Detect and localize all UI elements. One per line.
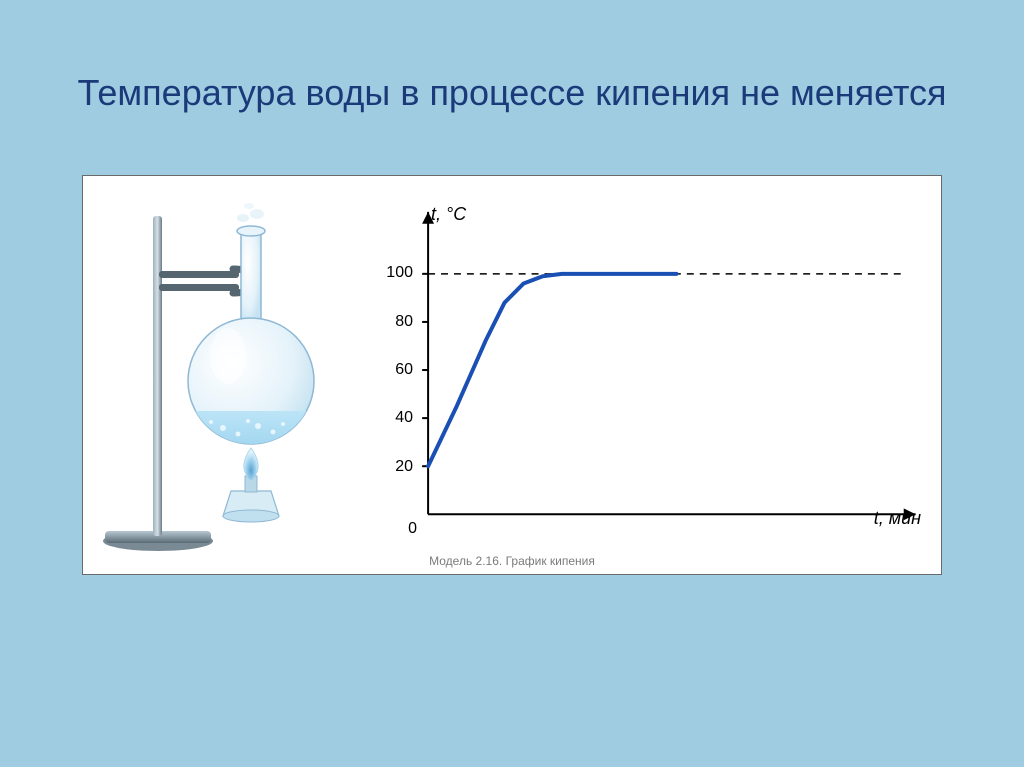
y-tick-label: 20	[383, 458, 413, 476]
content-panel: t, °C t, мин 20 40 60 80 100 0 Модель 2.16. Г…	[82, 175, 942, 575]
chart-svg	[353, 176, 941, 574]
x-axis-label: t, мин	[874, 508, 921, 529]
y-tick-label: 100	[383, 264, 413, 282]
apparatus-svg	[83, 176, 353, 576]
y-axis-label: t, °C	[431, 204, 466, 225]
apparatus-illustration	[83, 176, 353, 574]
y-tick-label: 80	[383, 313, 413, 331]
page-title: Температура воды в процессе кипения не м…	[77, 70, 946, 115]
origin-label: 0	[397, 520, 417, 538]
y-tick-label: 40	[383, 409, 413, 427]
boiling-chart: t, °C t, мин 20 40 60 80 100 0	[353, 176, 941, 574]
figure-caption: Модель 2.16. График кипения	[429, 554, 595, 568]
y-tick-label: 60	[383, 361, 413, 379]
